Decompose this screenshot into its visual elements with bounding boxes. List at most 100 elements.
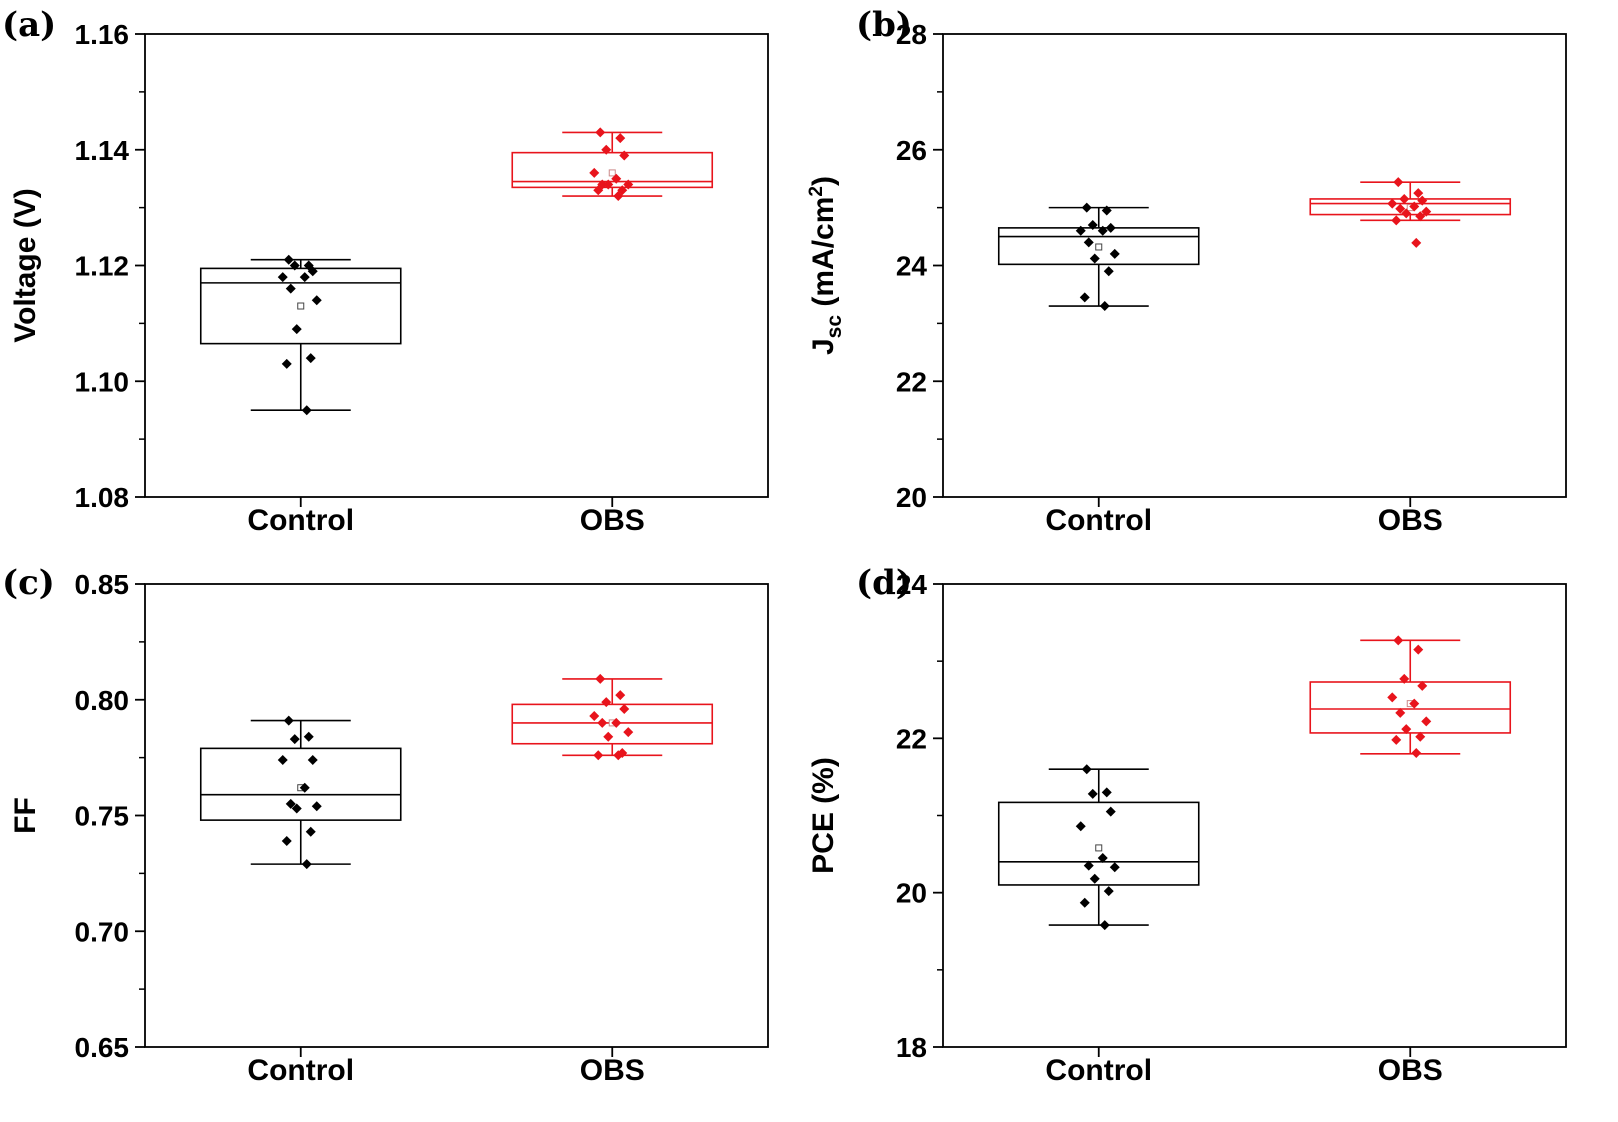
data-point: [1109, 862, 1120, 873]
plot-frame: [144, 583, 769, 1048]
data-point: [291, 803, 302, 814]
box-iqr: [997, 227, 1200, 266]
data-point: [1409, 201, 1420, 212]
series-control: [199, 715, 402, 870]
x-category-label: OBS: [1378, 1054, 1443, 1087]
series-obs: [1309, 177, 1512, 248]
panel-b: (b) 20 22 24 26 28 Control OBS Jsc (mA/cm2): [806, 5, 1567, 537]
y-tick-label: 0.70: [75, 916, 130, 947]
data-point: [1387, 198, 1398, 209]
data-point: [1081, 764, 1092, 775]
y-axis-title-end: ): [807, 176, 840, 186]
data-point: [1409, 698, 1420, 709]
data-point: [1075, 821, 1086, 832]
data-point: [1103, 266, 1114, 277]
data-point: [595, 127, 606, 138]
y-axis-title: FF: [9, 797, 42, 834]
mean-marker: [608, 169, 616, 177]
series-control: [199, 254, 402, 416]
box-iqr: [199, 747, 402, 821]
y-tick-label: 20: [896, 482, 927, 513]
data-point: [1089, 253, 1100, 264]
data-point: [1079, 292, 1090, 303]
y-axis-title: Jsc (mA/cm2): [806, 176, 846, 355]
data-point: [289, 734, 300, 745]
series-obs: [1309, 635, 1512, 758]
data-point: [1413, 644, 1424, 655]
y-tick-label: 1.10: [75, 366, 130, 397]
data-point: [601, 697, 612, 708]
panel-c: (c) 0.65 0.70 0.75 0.80 0.85 Control OBS FF: [2, 563, 769, 1087]
data-point: [593, 750, 604, 761]
data-point: [301, 405, 312, 416]
data-point: [1413, 188, 1424, 199]
data-point: [305, 826, 316, 837]
x-category-label: Control: [1045, 1054, 1152, 1087]
data-point: [1417, 680, 1428, 691]
data-point: [613, 750, 624, 761]
data-point: [285, 283, 296, 294]
series-control: [997, 202, 1200, 312]
data-point: [603, 179, 614, 190]
data-point: [283, 715, 294, 726]
y-axis-title-sub: sc: [823, 315, 846, 339]
panel-d: (d) 18 20 22 24 Control OBS PCE (%): [807, 563, 1567, 1087]
data-point: [307, 754, 318, 765]
data-point: [1417, 195, 1428, 206]
y-axis-title: Voltage (V): [9, 188, 42, 342]
data-point: [611, 173, 622, 184]
data-point: [1101, 787, 1112, 798]
box-iqr: [199, 267, 402, 345]
data-point: [1387, 692, 1398, 703]
data-point: [1395, 707, 1406, 718]
y-tick-label: 24: [896, 251, 928, 282]
data-point: [277, 754, 288, 765]
data-point: [299, 272, 310, 283]
data-point: [615, 133, 626, 144]
series-obs: [511, 127, 714, 202]
box-iqr: [511, 151, 714, 189]
data-point: [1415, 211, 1426, 222]
y-tick-label: 1.14: [75, 135, 130, 166]
data-point: [623, 179, 634, 190]
mean-marker: [1095, 844, 1103, 852]
panel-label: (b): [856, 5, 912, 45]
x-category-label: Control: [247, 1054, 354, 1087]
data-point: [1087, 788, 1098, 799]
data-point: [281, 358, 292, 369]
data-point: [619, 704, 630, 715]
data-point: [597, 717, 608, 728]
y-tick-label: 28: [896, 19, 927, 50]
data-point: [285, 798, 296, 809]
data-point: [1089, 873, 1100, 884]
data-point: [1421, 716, 1432, 727]
plot-frame: [942, 583, 1567, 1048]
box-iqr: [1309, 681, 1512, 734]
data-point: [1399, 193, 1410, 204]
data-point: [1415, 731, 1426, 742]
data-point: [619, 150, 630, 161]
y-tick-label: 26: [896, 135, 927, 166]
y-tick-label: 1.16: [75, 19, 130, 50]
box-iqr: [511, 703, 714, 745]
plot-frame: [942, 33, 1567, 498]
data-point: [281, 835, 292, 846]
y-tick-label: 1.08: [75, 482, 130, 513]
data-point: [589, 710, 600, 721]
data-point: [1097, 852, 1108, 863]
series-obs: [511, 673, 714, 761]
data-point: [1099, 920, 1110, 931]
data-point: [1103, 886, 1114, 897]
data-point: [1391, 215, 1402, 226]
data-point: [283, 254, 294, 265]
data-point: [1401, 208, 1412, 219]
data-point: [1393, 177, 1404, 188]
data-point: [1421, 206, 1432, 217]
data-point: [1109, 248, 1120, 259]
data-point: [1083, 237, 1094, 248]
panel-label: (d): [856, 563, 912, 603]
y-tick-label: 0.85: [75, 569, 130, 600]
y-tick-label: 1.12: [75, 251, 130, 282]
data-point: [299, 782, 310, 793]
data-point: [291, 324, 302, 335]
